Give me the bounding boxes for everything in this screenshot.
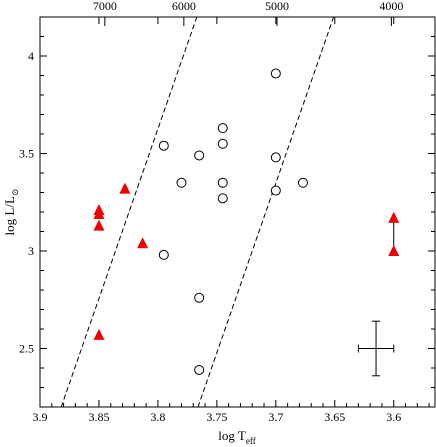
data-point-circle bbox=[217, 193, 228, 204]
x-tick-label: 3.7 bbox=[268, 410, 283, 424]
data-point-circle bbox=[270, 185, 281, 196]
top-axis-label: 7000 bbox=[93, 0, 117, 13]
data-point-circle bbox=[194, 364, 205, 375]
dashed-line-1 bbox=[60, 17, 198, 407]
data-point-circle bbox=[217, 123, 228, 134]
data-point-circle bbox=[194, 292, 205, 303]
x-tick-label: 3.65 bbox=[324, 410, 345, 424]
x-tick-label: 3.75 bbox=[206, 410, 227, 424]
y-axis-title: log L/L⊙ bbox=[2, 189, 20, 236]
plot-layer bbox=[60, 17, 400, 407]
data-point-circle bbox=[194, 150, 205, 161]
data-point-triangle bbox=[137, 237, 149, 249]
data-point-triangle bbox=[119, 182, 131, 194]
x-tick-label: 3.85 bbox=[88, 410, 109, 424]
y-tick-label: 2.5 bbox=[19, 342, 34, 356]
data-point-circle bbox=[158, 140, 169, 151]
data-point-circle bbox=[297, 177, 308, 188]
y-tick-label: 3 bbox=[28, 244, 34, 258]
y-tick-label: 3.5 bbox=[19, 147, 34, 161]
data-point-circle bbox=[158, 249, 169, 260]
data-point-triangle bbox=[93, 328, 105, 340]
data-point-circle bbox=[217, 177, 228, 188]
data-point-triangle bbox=[388, 211, 400, 223]
x-tick-label: 3.8 bbox=[150, 410, 165, 424]
x-axis-title: log Teff bbox=[218, 428, 255, 446]
x-tick-label: 3.6 bbox=[386, 410, 401, 424]
y-tick-label: 4 bbox=[28, 49, 34, 63]
top-axis-label: 6000 bbox=[172, 0, 196, 13]
data-point-triangle bbox=[93, 207, 105, 219]
data-point-triangle bbox=[93, 219, 105, 231]
data-point-circle bbox=[270, 68, 281, 79]
x-tick-label: 3.9 bbox=[33, 410, 48, 424]
data-point-triangle bbox=[388, 245, 400, 256]
dashed-line-2 bbox=[197, 17, 335, 407]
data-point-circle bbox=[270, 152, 281, 163]
top-axis-label: 5000 bbox=[265, 0, 289, 13]
data-point-circle bbox=[176, 177, 187, 188]
top-axis-label: 4000 bbox=[379, 0, 403, 13]
data-point-circle bbox=[217, 138, 228, 149]
